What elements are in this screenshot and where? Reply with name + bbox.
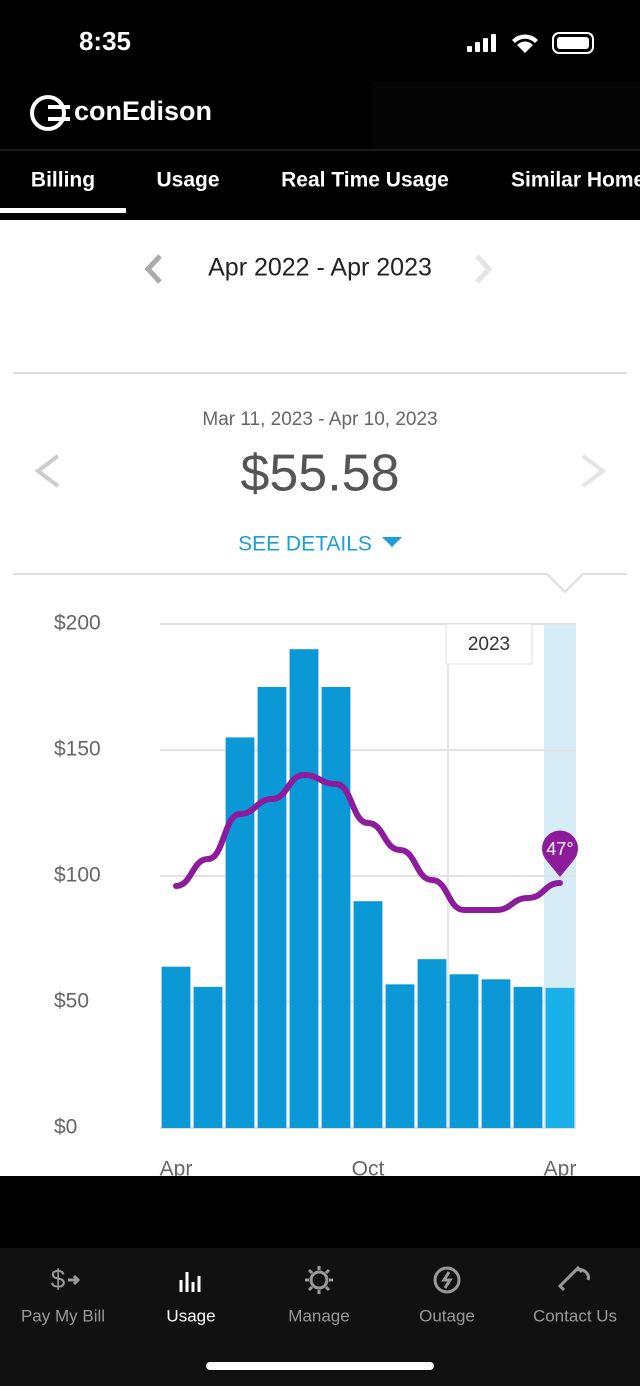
nav-label[interactable]: Manage (288, 1306, 349, 1325)
logo: conEdison (30, 95, 212, 131)
temperature-label: 47° (546, 839, 573, 859)
bar[interactable] (257, 687, 287, 1128)
bar[interactable] (353, 901, 383, 1128)
home-indicator (206, 1362, 434, 1370)
prev-bill[interactable] (34, 454, 60, 488)
annotation: 2023 (468, 634, 510, 655)
x-tick-label: Oct (352, 1158, 385, 1181)
nav-label[interactable]: Contact Us (533, 1306, 617, 1325)
bar[interactable] (289, 649, 319, 1128)
account-selector[interactable] (372, 82, 640, 148)
details-caret (382, 537, 402, 547)
bar[interactable] (449, 974, 479, 1128)
annotation-box (445, 623, 533, 665)
tab[interactable]: Similar Homes (511, 169, 640, 192)
y-tick-label: $150 (54, 738, 101, 761)
tab-indicator (0, 208, 126, 213)
x-tick-label: Apr (544, 1158, 577, 1181)
bar[interactable] (481, 979, 511, 1128)
bar[interactable] (321, 687, 351, 1128)
y-tick-label: $200 (54, 612, 101, 635)
tab[interactable]: Usage (156, 169, 219, 192)
y-tick-label: $50 (54, 990, 89, 1013)
clock: 8:35 (79, 26, 131, 56)
bar[interactable] (161, 966, 191, 1128)
bar[interactable] (417, 959, 447, 1128)
logo-text: conEdison (74, 96, 212, 126)
x-tick-label: Apr (160, 1158, 193, 1181)
tab[interactable]: Billing (31, 169, 95, 192)
nav-label[interactable]: Pay My Bill (21, 1306, 105, 1325)
icon: $ (51, 1264, 66, 1294)
bar[interactable] (385, 984, 415, 1128)
nav-labels: Pay My Bill Usage Manage Outage Contact Us (21, 1306, 617, 1325)
status-icons (467, 32, 594, 54)
tabs: Billing Usage Real Time Usage Similar Homes (31, 169, 640, 192)
tab[interactable]: Real Time Usage (281, 169, 449, 192)
next-period[interactable] (475, 254, 493, 284)
bar[interactable] (513, 986, 543, 1128)
temperature-line (173, 771, 563, 914)
divider (13, 573, 627, 594)
nav-icons: $ (51, 1264, 590, 1294)
y-tick-label: $100 (54, 864, 101, 887)
bill-dates: Mar 11, 2023 - Apr 10, 2023 (202, 409, 437, 430)
spacer (0, 1176, 640, 1248)
nav-label[interactable]: Usage (166, 1306, 215, 1325)
next-bill[interactable] (581, 454, 607, 488)
temperature-pin (542, 830, 578, 877)
bar[interactable] (545, 987, 575, 1128)
bar[interactable] (193, 986, 223, 1128)
prev-period[interactable] (144, 254, 162, 284)
y-tick-label: $0 (54, 1116, 77, 1139)
nav-label[interactable]: Outage (419, 1306, 475, 1325)
bill-amount: $55.58 (240, 445, 399, 503)
bar[interactable] (225, 737, 255, 1128)
chart: $0 $50 $100 $150 $200 2023 Apr Oct Apr 47° (54, 612, 578, 1181)
see-details[interactable]: SEE DETAILS (238, 533, 372, 556)
period: Apr 2022 - Apr 2023 (208, 254, 432, 282)
